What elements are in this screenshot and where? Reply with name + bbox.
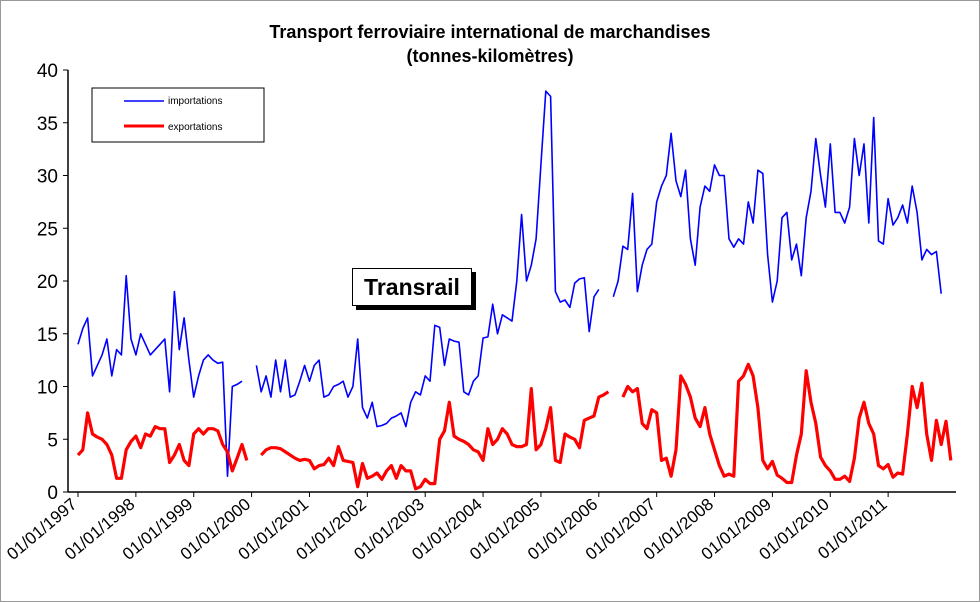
y-tick-label: 40: [37, 61, 58, 82]
y-tick-label: 0: [47, 483, 58, 504]
y-tick-label: 25: [37, 219, 58, 240]
chart-title: Transport ferroviaire international de m…: [269, 22, 711, 42]
series-line-exportations-2: [621, 362, 953, 485]
legend-box: [91, 87, 265, 143]
legend: importations exportations: [91, 87, 265, 143]
series-line-importations-1: [255, 90, 600, 428]
series-line-importations-0: [77, 274, 243, 477]
transrail-annotation: Transrail: [352, 268, 472, 306]
series-line-exportations-1: [260, 387, 610, 491]
y-tick-label: 35: [37, 114, 58, 135]
y-tick-label: 15: [37, 325, 58, 346]
series-line-importations-2: [612, 116, 942, 303]
y-tick-label: 30: [37, 167, 58, 188]
x-axis-ticks: 01/01/199701/01/199801/01/199901/01/2000…: [3, 492, 891, 564]
y-tick-label: 20: [37, 272, 58, 293]
y-tick-label: 10: [37, 378, 58, 399]
legend-label-exportations: exportations: [168, 122, 222, 133]
y-tick-label: 5: [47, 430, 58, 451]
y-axis-ticks: 0 5 10 15 20 25 30 35 40: [37, 61, 68, 504]
series-line-exportations-0: [76, 411, 249, 480]
series-lines: [76, 90, 953, 491]
chart-subtitle: (tonnes-kilomètres): [406, 46, 574, 66]
legend-label-importations: importations: [168, 96, 222, 107]
